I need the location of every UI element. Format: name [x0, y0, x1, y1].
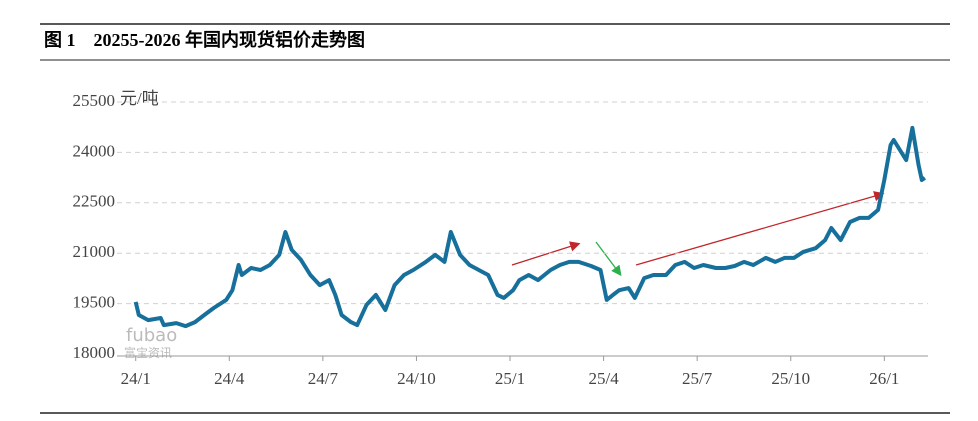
- y-unit: 元/吨: [120, 89, 159, 108]
- price-line: [133, 125, 927, 329]
- x-tick-label: 24/7: [308, 369, 339, 388]
- x-tick-label: 26/1: [869, 369, 899, 388]
- x-tick-label: 25/7: [682, 369, 713, 388]
- y-tick-label: 18000: [73, 343, 116, 362]
- x-tick-label: 25/4: [588, 369, 619, 388]
- x-tick-label: 24/10: [397, 369, 436, 388]
- trend-arrow: [511, 241, 581, 266]
- x-tick-label: 25/1: [495, 369, 525, 388]
- trend-arrow: [595, 241, 622, 277]
- y-tick-label: 22500: [73, 192, 116, 211]
- x-tick-label: 25/10: [771, 369, 810, 388]
- watermark: 富宝资讯: [124, 345, 172, 360]
- y-tick-label: 25500: [73, 91, 116, 110]
- y-tick-label: 19500: [73, 293, 116, 312]
- x-tick-label: 24/4: [214, 369, 245, 388]
- x-tick-label: 24/1: [121, 369, 151, 388]
- y-tick-label: 24000: [73, 141, 116, 160]
- y-tick-label: 21000: [73, 242, 116, 261]
- chart-title: 图 1 20255-2026 年国内现货铝价走势图: [44, 29, 365, 50]
- watermark: fubao: [126, 325, 177, 346]
